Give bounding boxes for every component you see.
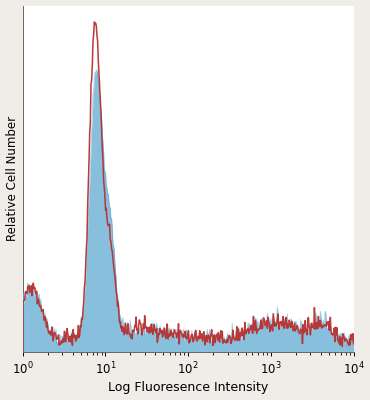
X-axis label: Log Fluoresence Intensity: Log Fluoresence Intensity (108, 382, 268, 394)
Y-axis label: Relative Cell Number: Relative Cell Number (6, 116, 18, 241)
